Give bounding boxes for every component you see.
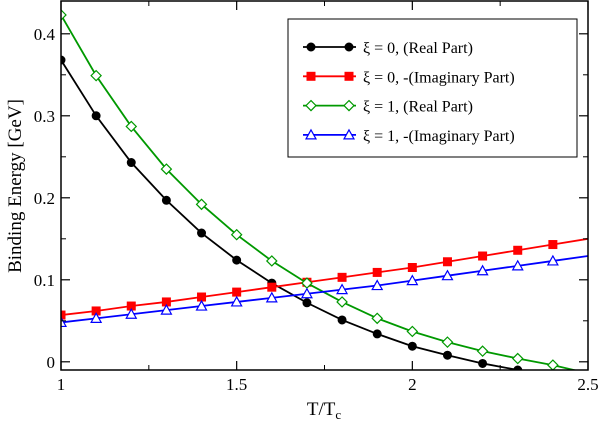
- legend-item-3: ξ = 1, (Real Part): [303, 99, 473, 116]
- data-point-diamond: [406, 325, 419, 338]
- data-point-circle: [407, 341, 417, 351]
- data-point-circle: [302, 298, 312, 308]
- data-point-diamond: [90, 69, 102, 82]
- data-point-circle: [61, 55, 66, 65]
- y-tick-label: 0.2: [34, 189, 55, 208]
- legend: ξ = 0, (Real Part) ξ = 0, -(Imaginary Par…: [287, 18, 578, 158]
- data-point-diamond: [371, 312, 384, 325]
- legend-label: ξ = 0, (Real Part): [363, 40, 473, 57]
- data-point-circle: [126, 158, 136, 168]
- data-point-square: [478, 251, 488, 261]
- data-point-diamond: [230, 228, 243, 241]
- data-point-circle: [197, 228, 207, 238]
- legend-label: ξ = 1, -(Imaginary Part): [363, 128, 515, 145]
- x-tick-label: 1: [57, 375, 66, 394]
- data-point-circle: [337, 315, 347, 325]
- x-axis-title-main: T/T: [307, 399, 336, 420]
- y-tick-label: 0.3: [34, 107, 55, 126]
- series-layer: [61, 9, 588, 370]
- data-point-diamond: [476, 345, 489, 357]
- data-point-triangle: [125, 308, 138, 319]
- data-point-diamond: [441, 336, 454, 348]
- y-axis-title: Binding Energy [GeV]: [5, 99, 26, 273]
- data-point-triangle: [336, 283, 349, 295]
- data-point-triangle: [304, 128, 318, 140]
- data-point-square: [407, 263, 417, 272]
- legend-label: ξ = 1, (Real Part): [363, 99, 473, 116]
- data-point-square: [267, 282, 277, 292]
- legend-item-2: ξ = 0, -(Imaginary Part): [303, 69, 515, 86]
- data-point-square: [232, 287, 242, 297]
- data-point-triangle: [546, 254, 559, 266]
- data-point-triangle: [160, 303, 173, 315]
- x-axis-title: T/Tc: [307, 399, 342, 422]
- series-line: [61, 237, 588, 316]
- data-point-circle: [232, 255, 242, 265]
- legend-item-4: ξ = 1, -(Imaginary Part): [303, 128, 515, 145]
- data-point-diamond: [265, 255, 278, 267]
- ticks-layer: 1 1.5 2 2.5 0 0.1 0.2 0.3 0.4: [34, 1, 599, 394]
- data-point-square: [61, 310, 66, 320]
- data-point-circle: [344, 42, 354, 52]
- data-point-square: [344, 71, 354, 81]
- data-point-diamond: [160, 163, 173, 175]
- data-point-triangle: [195, 299, 208, 311]
- data-point-diamond: [547, 359, 559, 370]
- data-point-square: [513, 245, 523, 255]
- data-point-circle: [513, 365, 523, 370]
- series-4: [61, 254, 588, 328]
- data-point-triangle: [441, 269, 454, 281]
- data-point-square: [306, 71, 316, 81]
- data-point-circle: [91, 111, 101, 121]
- x-axis-title-subscript: c: [335, 407, 341, 422]
- data-point-diamond: [125, 120, 138, 133]
- series-1: [61, 55, 523, 370]
- series-line: [61, 255, 588, 324]
- data-point-circle: [478, 358, 488, 368]
- data-point-triangle: [230, 295, 243, 307]
- data-point-diamond: [336, 296, 348, 308]
- data-point-square: [548, 240, 558, 250]
- data-point-diamond: [61, 9, 67, 21]
- y-tick-label: 0.1: [34, 271, 55, 290]
- data-point-triangle: [61, 316, 68, 328]
- legend-label: ξ = 0, -(Imaginary Part): [363, 69, 515, 86]
- data-point-triangle: [511, 259, 524, 271]
- data-point-circle: [372, 329, 382, 339]
- data-point-diamond: [511, 352, 524, 365]
- data-point-diamond: [195, 198, 208, 211]
- data-point-triangle: [476, 264, 489, 276]
- data-point-diamond: [343, 99, 355, 112]
- data-point-square: [337, 272, 347, 282]
- data-point-square: [442, 257, 452, 267]
- y-tick-label: 0: [47, 353, 56, 372]
- data-point-circle: [442, 350, 452, 360]
- data-point-triangle: [342, 128, 356, 140]
- data-point-triangle: [300, 287, 313, 299]
- series-2: [61, 237, 588, 320]
- data-point-diamond: [305, 99, 317, 112]
- x-tick-label: 2.5: [577, 375, 598, 394]
- data-point-circle: [306, 42, 316, 52]
- data-point-triangle: [371, 279, 384, 291]
- data-point-triangle: [90, 312, 103, 323]
- data-point-circle: [161, 195, 171, 205]
- data-point-square: [372, 267, 382, 277]
- data-point-triangle: [406, 274, 419, 286]
- x-tick-label: 2: [408, 375, 417, 394]
- y-tick-label: 0.4: [34, 25, 56, 44]
- data-point-triangle: [265, 291, 278, 303]
- x-tick-label: 1.5: [226, 375, 247, 394]
- legend-item-1: ξ = 0, (Real Part): [303, 40, 473, 57]
